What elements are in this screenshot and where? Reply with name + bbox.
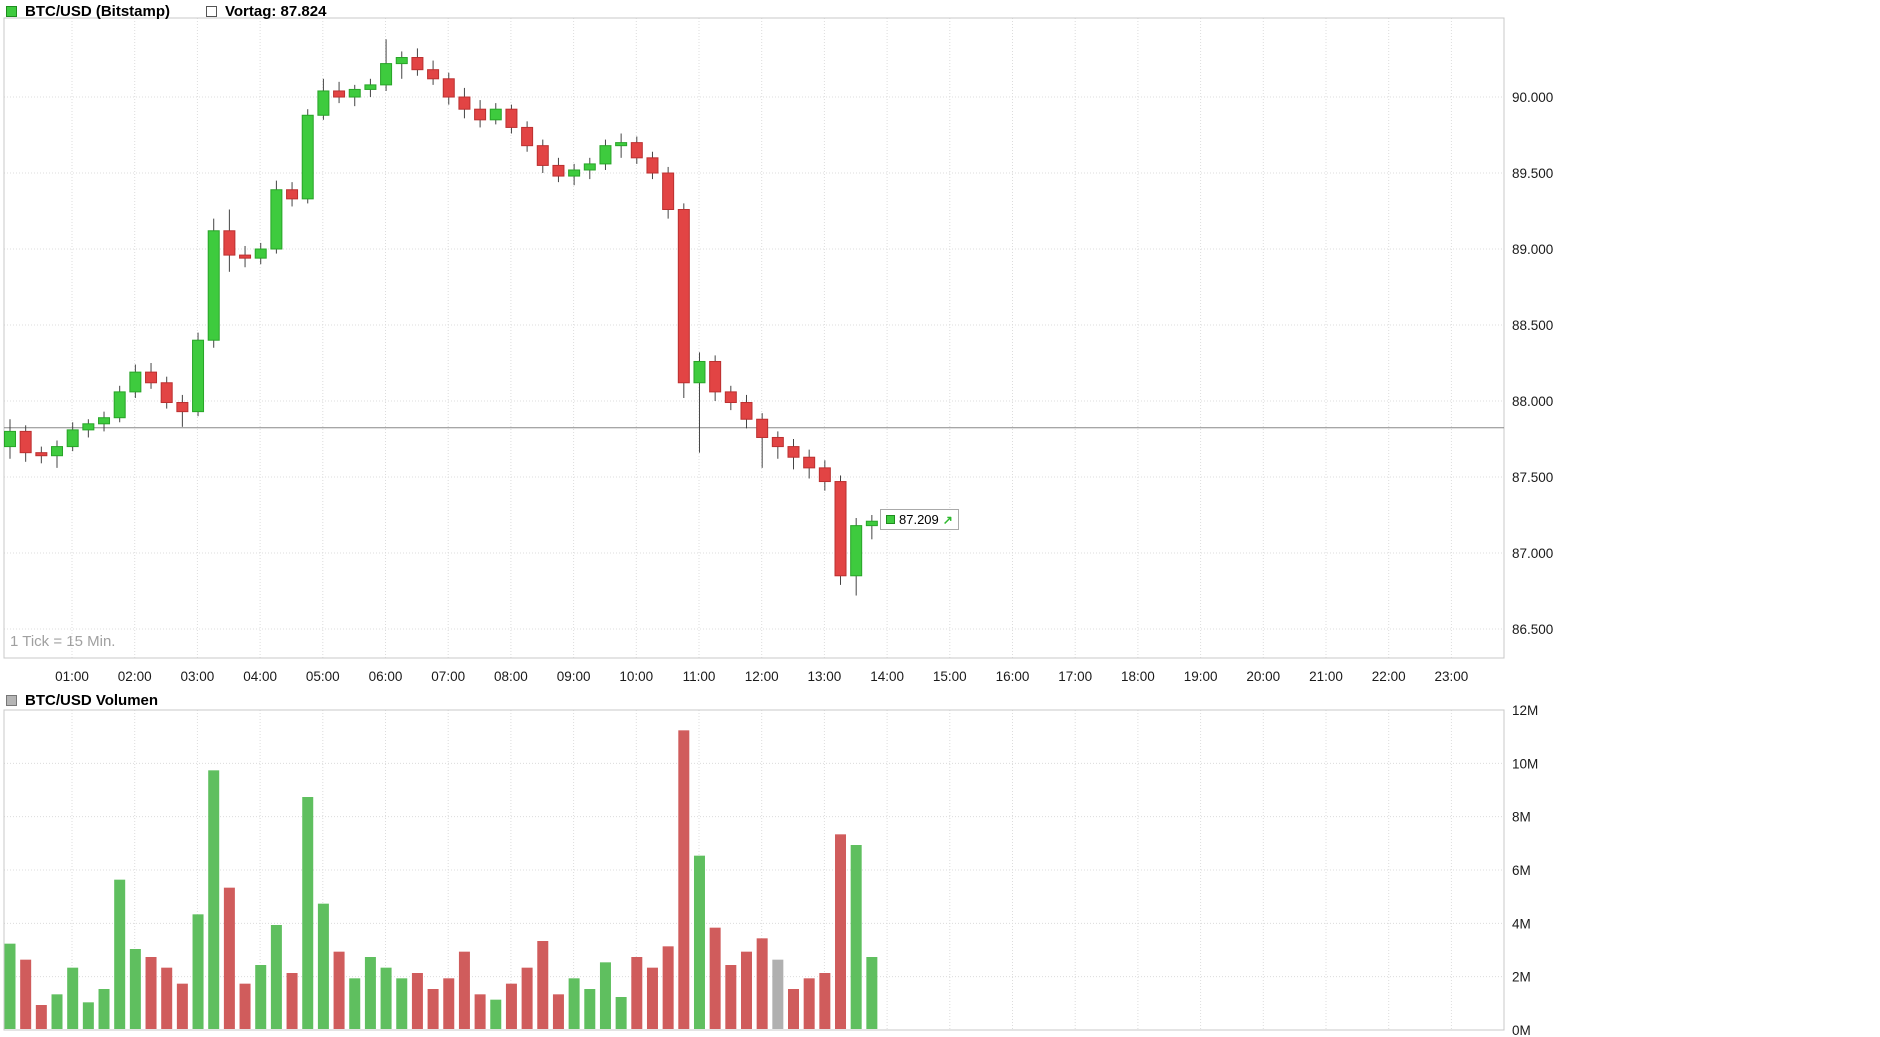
svg-text:87.000: 87.000 (1512, 546, 1553, 561)
svg-text:19:00: 19:00 (1184, 669, 1218, 684)
volume-bars[interactable] (4, 730, 878, 1029)
tick-interval-note: 1 Tick = 15 Min. (10, 633, 116, 650)
svg-text:21:00: 21:00 (1309, 669, 1343, 684)
volume-axis-labels: 12M 10M 8M 6M 4M 2M 0M (1512, 703, 1538, 1037)
previous-close-series-marker[interactable] (206, 6, 217, 17)
svg-text:17:00: 17:00 (1058, 669, 1092, 684)
svg-text:2M: 2M (1512, 970, 1531, 985)
svg-text:4M: 4M (1512, 916, 1531, 931)
svg-text:12:00: 12:00 (745, 669, 779, 684)
price-chart-title: BTC/USD (Bitstamp) (25, 3, 170, 20)
chart-canvas[interactable]: 90.000 89.500 89.000 88.500 88.000 87.500 87.0… (0, 0, 1566, 1037)
svg-text:0M: 0M (1512, 1023, 1531, 1037)
price-chart-legend: BTC/USD (Bitstamp) Vortag: 87.824 (6, 3, 326, 20)
svg-text:02:00: 02:00 (118, 669, 152, 684)
svg-text:20:00: 20:00 (1246, 669, 1280, 684)
volume-chart-legend: BTC/USD Volumen (6, 692, 158, 709)
time-axis-labels: 01:00 02:00 03:00 04:00 05:00 06:00 07:00 08:00… (55, 669, 1468, 684)
svg-text:23:00: 23:00 (1435, 669, 1469, 684)
svg-text:13:00: 13:00 (808, 669, 842, 684)
svg-text:89.000: 89.000 (1512, 242, 1553, 257)
svg-text:15:00: 15:00 (933, 669, 967, 684)
svg-text:10:00: 10:00 (619, 669, 653, 684)
svg-text:16:00: 16:00 (996, 669, 1030, 684)
last-price-marker (886, 515, 895, 524)
pane-borders (3, 17, 1505, 1031)
last-price-tag: 87.209 ↗ (880, 509, 959, 530)
candlestick-series-marker[interactable] (6, 6, 17, 17)
svg-text:22:00: 22:00 (1372, 669, 1406, 684)
svg-text:05:00: 05:00 (306, 669, 340, 684)
svg-text:90.000: 90.000 (1512, 90, 1553, 105)
gridlines (4, 18, 1504, 1030)
svg-text:12M: 12M (1512, 703, 1538, 718)
svg-text:89.500: 89.500 (1512, 166, 1553, 181)
previous-close-label: Vortag: 87.824 (225, 3, 327, 20)
svg-text:06:00: 06:00 (369, 669, 403, 684)
price-axis-labels: 90.000 89.500 89.000 88.500 88.000 87.500 87.0… (1512, 90, 1553, 637)
svg-text:01:00: 01:00 (55, 669, 89, 684)
last-price-value: 87.209 (899, 512, 939, 527)
volume-chart-title: BTC/USD Volumen (25, 692, 159, 709)
svg-text:88.500: 88.500 (1512, 318, 1553, 333)
svg-text:86.500: 86.500 (1512, 622, 1553, 637)
svg-text:03:00: 03:00 (181, 669, 215, 684)
svg-text:11:00: 11:00 (683, 669, 716, 684)
price-up-arrow-icon: ↗ (942, 512, 953, 527)
svg-text:6M: 6M (1512, 863, 1531, 878)
svg-text:88.000: 88.000 (1512, 394, 1553, 409)
svg-text:08:00: 08:00 (494, 669, 528, 684)
svg-text:18:00: 18:00 (1121, 669, 1155, 684)
svg-text:87.500: 87.500 (1512, 470, 1553, 485)
svg-text:07:00: 07:00 (431, 669, 465, 684)
svg-text:09:00: 09:00 (557, 669, 591, 684)
svg-text:8M: 8M (1512, 810, 1531, 825)
svg-text:10M: 10M (1512, 756, 1538, 771)
volume-series-marker[interactable] (6, 695, 17, 706)
svg-text:14:00: 14:00 (870, 669, 904, 684)
candles[interactable] (4, 39, 878, 596)
svg-text:04:00: 04:00 (243, 669, 277, 684)
